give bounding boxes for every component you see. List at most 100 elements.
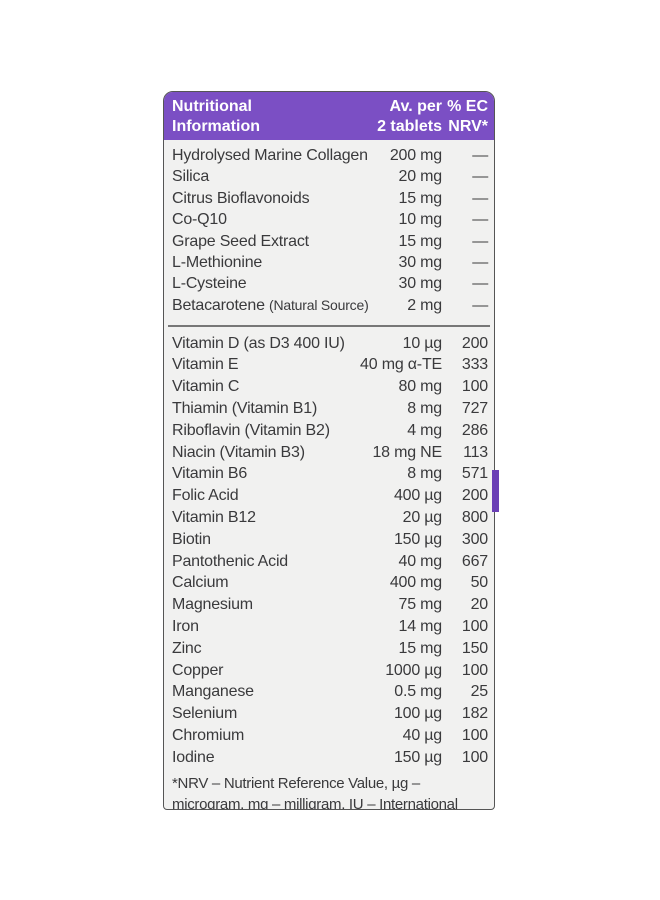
nutrient-amount: 14 mg [398, 617, 443, 635]
nutrient-name: Iodine [172, 747, 215, 769]
nutrient-amount: 40 mg α-TE [360, 356, 442, 374]
nutrient-nrv: 100 [461, 378, 488, 396]
table-row: Grape Seed Extract 15 mg — [164, 231, 494, 252]
nutrient-nrv: 333 [461, 356, 488, 374]
nutrient-name-text: Vitamin C [172, 378, 240, 396]
nutrient-amount: 10 µg [402, 334, 443, 352]
nutrient-name: Co-Q10 [172, 209, 227, 230]
nutrient-amount: 15 mg [398, 189, 443, 207]
nutrient-name-text: Citrus Bioflavonoids [172, 189, 310, 207]
table-row: Citrus Bioflavonoids 15 mg — [164, 188, 494, 209]
nutrient-name-text: Pantothenic Acid [172, 552, 288, 570]
ingredients-group: Hydrolysed Marine Collagen 200 mg — Silica 2… [164, 140, 494, 316]
nutrient-nrv: 50 [470, 574, 489, 592]
nutrient-nrv: — [472, 168, 488, 186]
nutrient-amount: 4 mg [407, 421, 442, 439]
nutrient-nrv: 150 [461, 639, 488, 657]
nutrient-name: Vitamin D (as D3 400 IU) [172, 333, 345, 355]
nutrient-nrv: 20 [470, 596, 489, 614]
nutrient-name: Magnesium [172, 594, 253, 616]
nutrient-name: Zinc [172, 638, 202, 660]
nutrient-amount: 40 mg [398, 552, 443, 570]
nutrient-nrv: 100 [461, 726, 488, 744]
nutrient-name-text: Magnesium [172, 596, 253, 614]
nutrient-name-text: Calcium [172, 574, 229, 592]
nutrient-name-text: L-Methionine [172, 253, 263, 271]
footnote: *NRV – Nutrient Reference Value, µg – mi… [172, 774, 458, 810]
table-row: Betacarotene (Natural Source) 2 mg — [164, 295, 494, 316]
table-row: Silica 20 mg — [164, 166, 494, 187]
nutrient-amount: 0.5 mg [394, 683, 442, 701]
table-row: Calcium 400 mg 50 [164, 572, 494, 594]
nutrient-amount: 400 mg [389, 574, 442, 592]
nutrient-nrv: 182 [461, 705, 488, 723]
nutrient-name-text: Zinc [172, 639, 202, 657]
nutrient-name: Chromium [172, 725, 244, 747]
table-row: L-Methionine 30 mg — [164, 252, 494, 273]
nutrient-name: L-Methionine [172, 252, 262, 273]
nutrient-name-text: Co-Q10 [172, 211, 227, 229]
table-row: Vitamin C 80 mg 100 [164, 376, 494, 398]
nutrient-nrv: 667 [461, 552, 488, 570]
nutrient-name-text: L-Cysteine [172, 275, 247, 293]
table-row: L-Cysteine 30 mg — [164, 273, 494, 294]
nutrient-nrv: — [472, 189, 488, 207]
nutrient-amount: 100 µg [393, 705, 442, 723]
nutrient-name-text: Betacarotene [172, 296, 265, 314]
nutrient-name: Riboflavin (Vitamin B2) [172, 420, 330, 442]
nutrient-name: Copper [172, 660, 223, 682]
nutrient-name-text: Selenium [172, 705, 238, 723]
nutrient-name-text: Grape Seed Extract [172, 232, 309, 250]
nutrient-nrv: 571 [461, 465, 488, 483]
nutrient-name: Manganese [172, 681, 254, 703]
table-row: Chromium 40 µg 100 [164, 725, 494, 747]
table-row: Vitamin E 40 mg α-TE 333 [164, 354, 494, 376]
table-row: Thiamin (Vitamin B1) 8 mg 727 [164, 398, 494, 420]
nutrient-amount: 15 mg [398, 232, 443, 250]
nutrient-nrv: — [472, 275, 488, 293]
header-title: Nutritional Information [172, 97, 322, 137]
nutrient-amount: 30 mg [398, 253, 443, 271]
nutrient-amount: 80 mg [398, 378, 443, 396]
nutrient-nrv: 100 [461, 661, 488, 679]
nutrient-nrv: 100 [461, 748, 488, 766]
nutrient-amount: 20 mg [398, 168, 443, 186]
header-nrv: % EC NRV* [447, 97, 488, 137]
nutrient-nrv: — [472, 253, 488, 271]
nutrient-name: Citrus Bioflavonoids [172, 188, 310, 209]
nutrient-nrv: — [472, 296, 488, 314]
table-row: Vitamin D (as D3 400 IU) 10 µg 200 [164, 333, 494, 355]
nutrient-nrv: 200 [461, 487, 488, 505]
nutrient-nrv: 25 [470, 683, 489, 701]
nutrient-name-text: Vitamin B6 [172, 465, 248, 483]
header-nrv-line1: % EC [447, 98, 488, 115]
nutrient-name-text: Vitamin E [172, 356, 239, 374]
nutrient-amount: 15 mg [398, 639, 443, 657]
table-header: Nutritional Information Av. per 2 tablet… [164, 92, 494, 140]
table-row: Riboflavin (Vitamin B2) 4 mg 286 [164, 420, 494, 442]
nutrient-amount: 2 mg [407, 296, 442, 314]
nutrient-name-text: Biotin [172, 530, 211, 548]
header-title-line1: Nutritional [172, 98, 252, 115]
nutrient-name-text: Niacin (Vitamin B3) [172, 443, 305, 461]
nutrient-amount: 18 mg NE [372, 443, 442, 461]
nutrient-amount: 1000 µg [385, 661, 442, 679]
table-row: Folic Acid 400 µg 200 [164, 485, 494, 507]
nutrient-name-text: Chromium [172, 726, 245, 744]
nutrient-amount: 30 mg [398, 275, 443, 293]
header-nrv-line2: NRV* [448, 118, 488, 135]
table-row: Vitamin B12 20 µg 800 [164, 507, 494, 529]
header-amount-line2: 2 tablets [377, 118, 442, 135]
table-row: Iodine 150 µg 100 [164, 747, 494, 769]
nutrient-nrv: 800 [461, 509, 488, 526]
nutrient-nrv: 300 [461, 530, 488, 548]
divider [168, 325, 490, 327]
nutrient-name-text: Copper [172, 661, 224, 679]
nutrient-name: Calcium [172, 572, 229, 594]
nutrient-nrv: 200 [461, 334, 488, 352]
nutrient-amount: 40 µg [402, 726, 443, 744]
nutrient-name: Biotin [172, 529, 211, 551]
table-row: Iron 14 mg 100 [164, 616, 494, 638]
nutrient-name: Pantothenic Acid [172, 551, 288, 573]
vitamins-minerals-group: Vitamin D (as D3 400 IU) 10 µg 200 Vitamin … [164, 333, 494, 769]
